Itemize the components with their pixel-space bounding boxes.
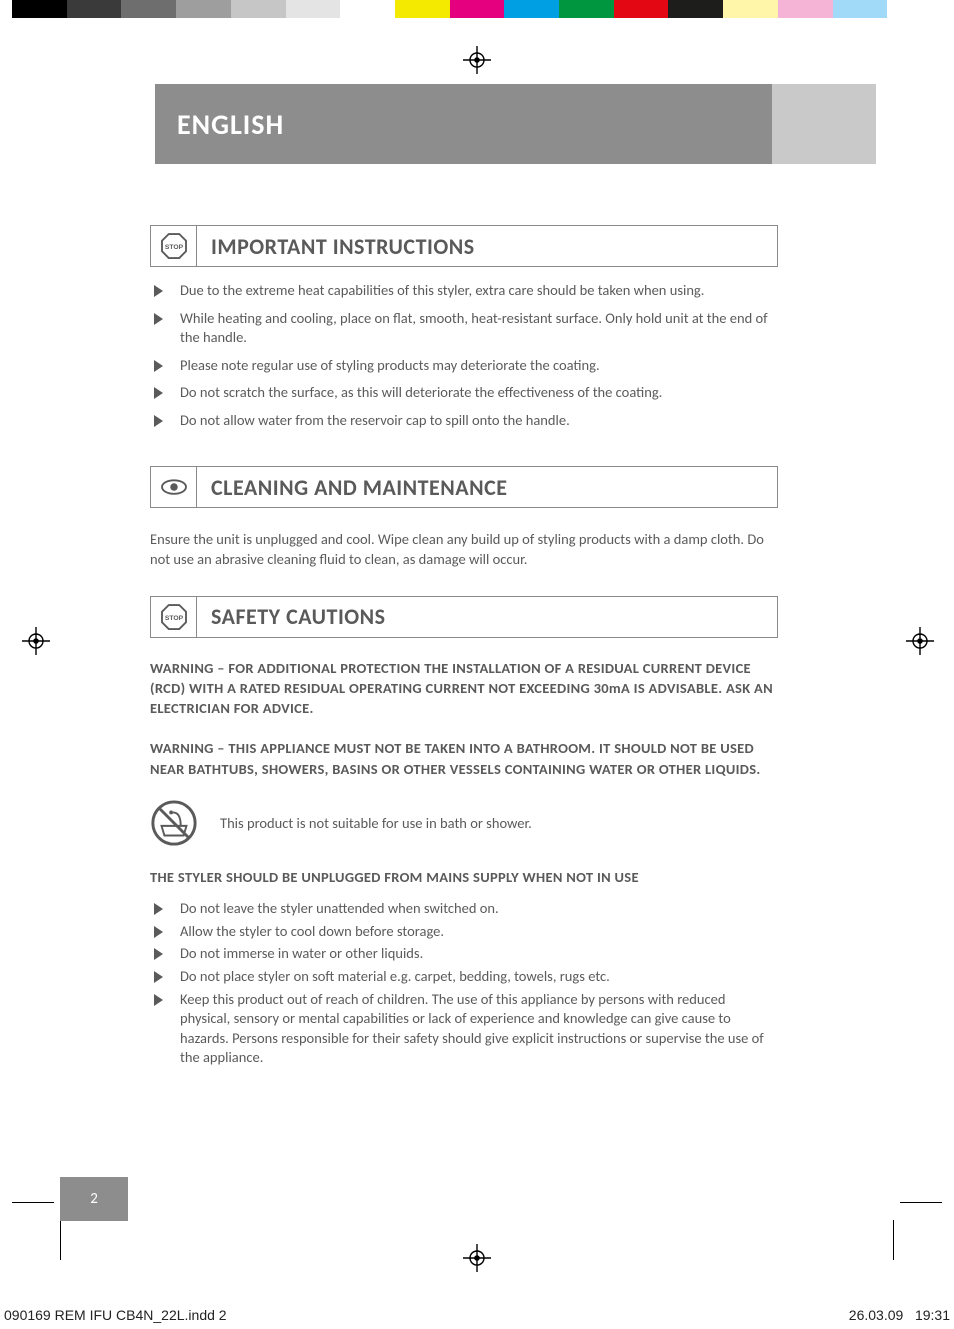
language-label: ENGLISH xyxy=(177,107,284,142)
slug-datetime: 26.03.09 19:31 xyxy=(849,1307,950,1323)
svg-text:STOP: STOP xyxy=(164,615,183,622)
color-swatch xyxy=(176,0,231,18)
language-header: ENGLISH xyxy=(155,84,774,164)
section-title: SAFETY CAUTIONS xyxy=(197,597,777,637)
section-heading-safety: STOP SAFETY CAUTIONS xyxy=(150,596,778,638)
list-item: Keep this product out of reach of childr… xyxy=(150,990,778,1068)
list-item: Please note regular use of styling produ… xyxy=(150,356,778,376)
safety-bullets: Do not leave the styler unattended when … xyxy=(150,899,778,1068)
cleaning-paragraph: Ensure the unit is unplugged and cool. W… xyxy=(150,530,778,569)
color-swatch xyxy=(723,0,778,18)
printer-color-bar xyxy=(12,0,942,18)
color-swatch xyxy=(286,0,341,18)
bath-warning-row: This product is not suitable for use in … xyxy=(150,799,778,847)
crop-mark xyxy=(900,1202,942,1203)
registration-mark-icon xyxy=(463,46,491,74)
print-slug: 090169 REM IFU CB4N_22L.indd 2 26.03.09 … xyxy=(4,1307,950,1323)
page-number: 2 xyxy=(60,1177,128,1221)
color-swatch xyxy=(121,0,176,18)
important-bullets: Due to the extreme heat capabilities of … xyxy=(150,281,778,430)
color-swatch xyxy=(833,0,888,18)
safety-warning: WARNING – FOR ADDITIONAL PROTECTION THE … xyxy=(150,658,778,719)
color-swatch xyxy=(668,0,723,18)
bath-notice-text: This product is not suitable for use in … xyxy=(220,814,532,832)
list-item: Do not immerse in water or other liquids… xyxy=(150,944,778,964)
color-swatch xyxy=(559,0,614,18)
unplug-heading: THE STYLER SHOULD BE UNPLUGGED FROM MAIN… xyxy=(150,867,778,887)
color-swatch xyxy=(67,0,122,18)
section-heading-important: STOP IMPORTANT INSTRUCTIONS xyxy=(150,225,778,267)
section-heading-cleaning: CLEANING AND MAINTENANCE xyxy=(150,466,778,508)
color-swatch xyxy=(231,0,286,18)
list-item: Do not place styler on soft material e.g… xyxy=(150,967,778,987)
stop-icon: STOP xyxy=(151,226,197,266)
registration-mark-icon xyxy=(22,627,50,655)
color-swatch xyxy=(450,0,505,18)
registration-mark-icon xyxy=(906,627,934,655)
crop-mark xyxy=(12,1202,54,1203)
registration-mark-icon xyxy=(463,1244,491,1272)
section-title: IMPORTANT INSTRUCTIONS xyxy=(197,226,777,266)
color-swatch xyxy=(340,0,395,18)
color-swatch xyxy=(778,0,833,18)
list-item: While heating and cooling, place on flat… xyxy=(150,309,778,348)
color-swatch xyxy=(887,0,942,18)
safety-warning: WARNING – THIS APPLIANCE MUST NOT BE TAK… xyxy=(150,738,778,779)
eye-icon xyxy=(151,467,197,507)
crop-mark xyxy=(60,1220,61,1260)
color-swatch xyxy=(504,0,559,18)
crop-mark xyxy=(893,1220,894,1260)
list-item: Allow the styler to cool down before sto… xyxy=(150,922,778,942)
no-bath-icon xyxy=(150,799,198,847)
list-item: Do not leave the styler unattended when … xyxy=(150,899,778,919)
section-title: CLEANING AND MAINTENANCE xyxy=(197,467,777,507)
slug-filename: 090169 REM IFU CB4N_22L.indd 2 xyxy=(4,1307,227,1323)
color-swatch xyxy=(614,0,669,18)
list-item: Due to the extreme heat capabilities of … xyxy=(150,281,778,301)
language-tab xyxy=(772,84,876,164)
svg-text:STOP: STOP xyxy=(164,244,183,251)
color-swatch xyxy=(12,0,67,18)
list-item: Do not scratch the surface, as this will… xyxy=(150,383,778,403)
color-swatch xyxy=(395,0,450,18)
page-content: STOP IMPORTANT INSTRUCTIONS Due to the e… xyxy=(150,225,778,1071)
stop-icon: STOP xyxy=(151,597,197,637)
list-item: Do not allow water from the reservoir ca… xyxy=(150,411,778,431)
